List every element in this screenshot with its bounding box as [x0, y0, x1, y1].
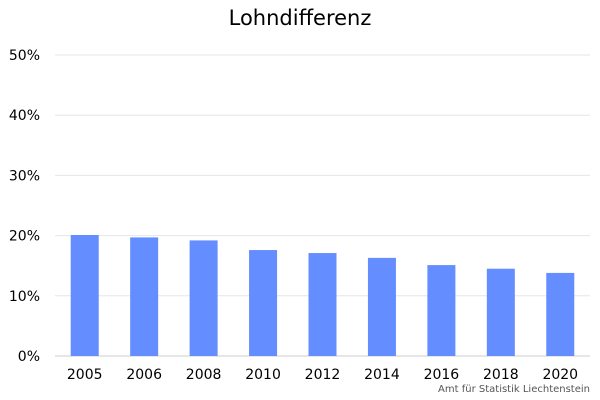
x-tick-label: 2005: [67, 367, 103, 383]
x-tick-label: 2006: [126, 367, 162, 383]
x-tick-label: 2010: [245, 367, 281, 383]
bars: [70, 234, 575, 356]
y-tick-label: 50%: [9, 48, 40, 64]
bar-2010: [249, 250, 278, 356]
x-tick-label: 2018: [483, 367, 519, 383]
y-tick-label: 10%: [9, 289, 40, 305]
bar-2008: [189, 240, 218, 356]
bar-2012: [308, 253, 337, 356]
y-tick-label: 40%: [9, 108, 40, 124]
x-tick-label: 2012: [305, 367, 341, 383]
y-axis-ticks: 0% 10% 20% 30% 40% 50%: [9, 48, 40, 365]
bar-2014: [367, 257, 396, 356]
chart-title: Lohndifferenz: [228, 6, 372, 30]
bar-2016: [427, 265, 456, 356]
bar-2018: [486, 268, 515, 356]
y-tick-label: 30%: [9, 168, 40, 184]
y-tick-label: 20%: [9, 229, 40, 245]
x-tick-label: 2020: [542, 367, 578, 383]
bar-2006: [130, 237, 159, 356]
y-tick-label: 0%: [18, 349, 40, 365]
bar-2020: [546, 272, 575, 356]
source-note: Amt für Statistik Liechtenstein: [438, 384, 590, 395]
bar-2005: [70, 234, 99, 356]
x-tick-label: 2014: [364, 367, 400, 383]
x-tick-label: 2008: [186, 367, 222, 383]
x-axis-ticks: 2005 2006 2008 2010 2012 2014 2016 2018 2020: [67, 367, 578, 383]
x-tick-label: 2016: [424, 367, 460, 383]
